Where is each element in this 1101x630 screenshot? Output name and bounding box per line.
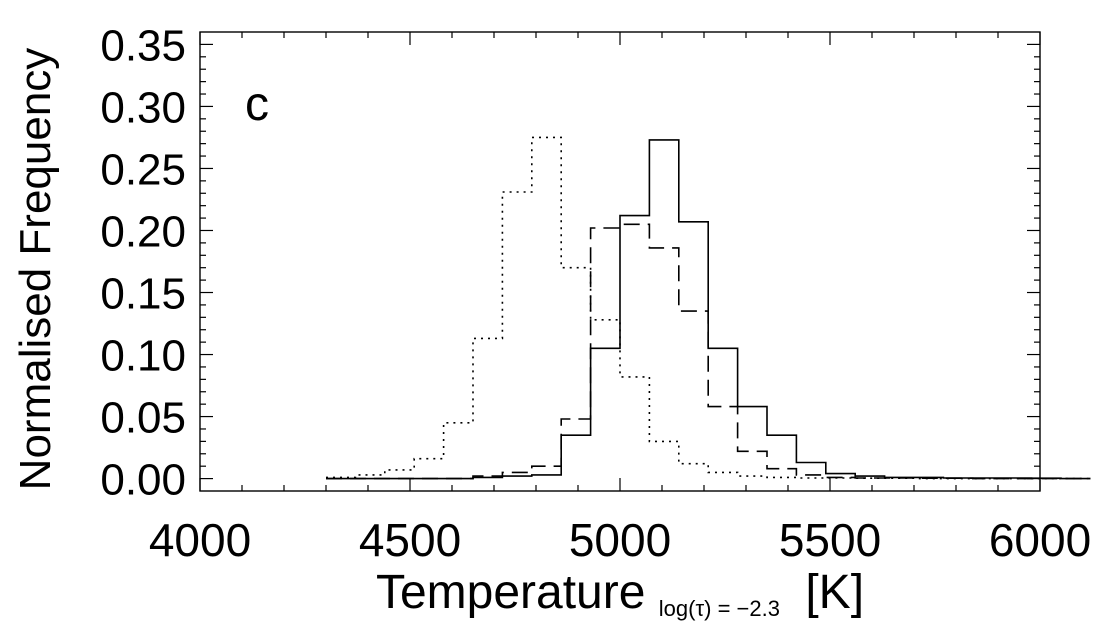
histogram-series-layer: [326, 136, 1091, 480]
y-tick-label: 0.10: [100, 332, 186, 381]
y-tick-label: 0.00: [100, 456, 186, 505]
panel-label: c: [245, 78, 269, 131]
y-tick-label: 0.05: [100, 394, 186, 443]
y-tick-label: 0.25: [100, 145, 186, 194]
x-axis-title-unit: [K]: [805, 566, 864, 619]
histogram-series-dotted: [326, 136, 1091, 480]
y-tick-label: 0.30: [100, 83, 186, 132]
x-axis-title: Temperature log(τ) = −2.3 [K]: [376, 566, 864, 627]
histogram-series-solid: [326, 139, 1091, 480]
y-tick-label: 0.15: [100, 270, 186, 319]
x-tick-label: 5500: [779, 514, 881, 566]
x-tick-label: 6000: [989, 514, 1091, 566]
y-tick-label: 0.20: [100, 207, 186, 256]
axes-layer: 4000 4500 5000 5500 6000 0.00 0.05 0.10 0.15 0.20…: [100, 21, 1091, 566]
plot-frame: [199, 31, 1041, 492]
x-axis-title-main: Temperature: [376, 566, 645, 619]
y-axis-title: Normalised Frequency: [11, 48, 60, 491]
x-tick-label: 5000: [569, 514, 671, 566]
x-tick-label: 4000: [149, 514, 251, 566]
y-tick-label: 0.35: [100, 21, 186, 70]
x-tick-label: 4500: [359, 514, 461, 566]
x-axis-title-subscript: log(τ) = −2.3: [659, 596, 780, 621]
